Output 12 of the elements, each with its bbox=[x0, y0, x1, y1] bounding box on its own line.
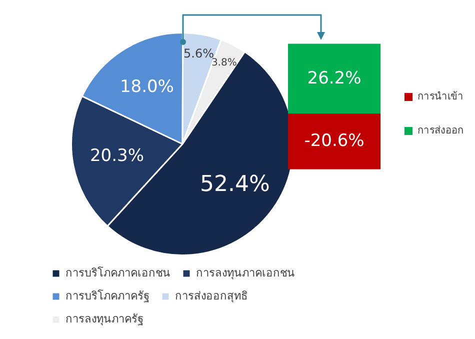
legend-label: การส่งออก bbox=[418, 126, 464, 137]
data-label: 20.3% bbox=[90, 146, 144, 166]
legend-label: การนำเข้า bbox=[418, 90, 464, 103]
data-label: 52.4% bbox=[200, 172, 270, 198]
legend-label: การบริโภคภาคเอกชน bbox=[66, 265, 170, 280]
legend-label: การลงทุนภาครัฐ bbox=[66, 312, 144, 326]
data-label: -20.6% bbox=[304, 130, 364, 151]
legend-label: การบริโภคภาครัฐ bbox=[66, 288, 150, 302]
legend-label: การลงทุนภาคเอกชน bbox=[196, 266, 295, 280]
data-label: 26.2% bbox=[307, 68, 362, 88]
data-label: 18.0% bbox=[120, 76, 174, 97]
legend-label: การส่งออกสุทธิ bbox=[175, 289, 248, 302]
